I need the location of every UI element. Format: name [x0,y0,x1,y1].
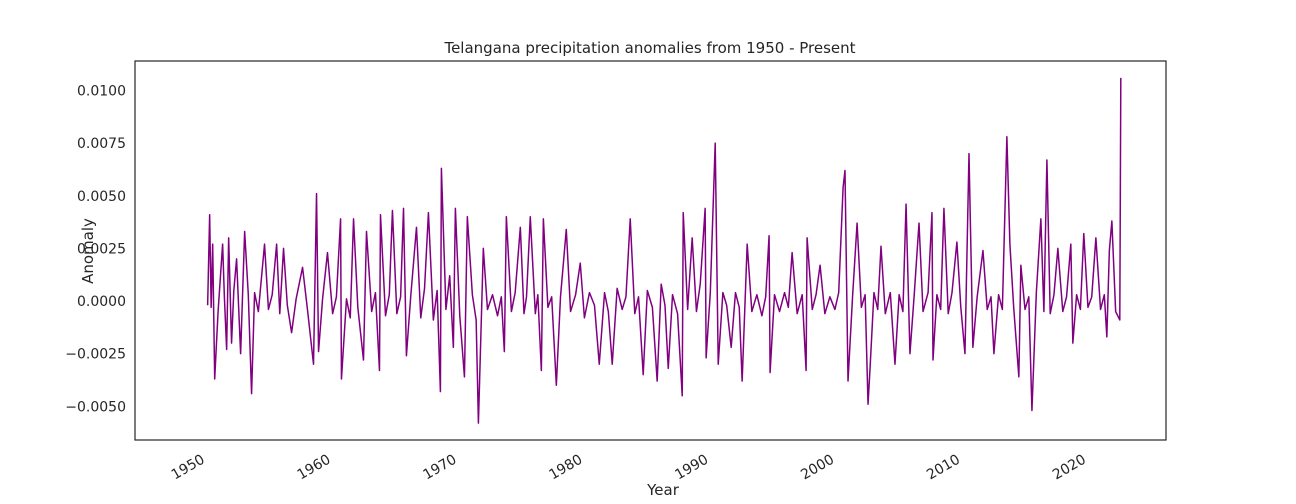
plot-frame [134,60,1167,441]
y-tick-label: −0.0050 [65,399,126,415]
x-axis-label: Year [646,481,680,499]
chart-title: Telangana precipitation anomalies from 1… [443,39,855,57]
data-line [206,77,1122,424]
y-tick-label: 0.0075 [77,136,126,152]
y-tick-label: 0.0050 [77,189,126,205]
y-axis-label: Anomaly [79,218,97,284]
y-tick-label: 0.0025 [77,241,126,257]
y-tick-label: −0.0025 [65,347,126,363]
y-tick-label: 0.0000 [77,294,126,310]
y-tick-label: 0.0100 [77,83,126,99]
